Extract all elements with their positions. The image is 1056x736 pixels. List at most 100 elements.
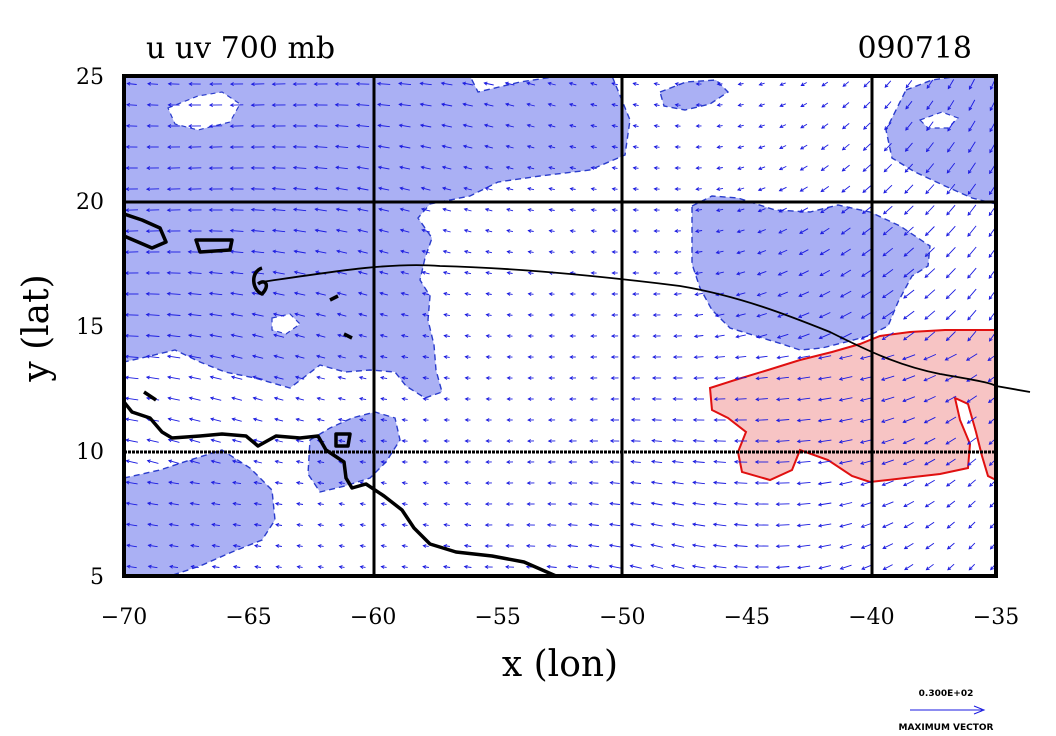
wind-vector [484, 124, 494, 128]
wind-vector-head [905, 126, 909, 131]
wind-vector-head [569, 313, 574, 317]
wind-vector [778, 249, 788, 255]
wind-vector-head [485, 397, 490, 401]
wind-vector-head [611, 250, 616, 254]
wind-vector [738, 145, 744, 149]
wind-vector [336, 187, 348, 191]
wind-vector-head [569, 187, 574, 191]
wind-vector-head [187, 291, 192, 296]
wind-vector-head [862, 189, 867, 194]
wind-vector-head [840, 251, 845, 256]
wind-vector [378, 145, 390, 149]
wind-vector-head [989, 524, 994, 529]
wind-vector-head [338, 438, 343, 443]
wind-vector-head [317, 523, 322, 527]
wind-vector [776, 419, 790, 421]
wind-vector-head [629, 522, 634, 527]
wind-vector [212, 544, 220, 548]
wind-vector [336, 166, 348, 170]
wind-vector [209, 271, 223, 275]
wind-vector-head [651, 397, 656, 401]
wind-vector-head [568, 397, 573, 401]
wind-vector [924, 416, 936, 424]
wind-vector-head [924, 316, 929, 320]
wind-vector-head [250, 166, 255, 170]
wind-vector-head [712, 480, 717, 485]
wind-vector-head [422, 355, 427, 359]
wind-vector [692, 523, 706, 527]
wind-vector-head [443, 334, 448, 338]
wind-vector [674, 314, 682, 316]
wind-vector-head [775, 460, 780, 465]
wind-vector-head [547, 502, 552, 506]
wind-vector-head [778, 187, 783, 192]
wind-vector-head [967, 190, 972, 195]
wind-vector [821, 123, 829, 129]
wind-vector [737, 250, 745, 254]
wind-vector-head [314, 186, 319, 191]
wind-vector-head [695, 145, 700, 149]
wind-vector [967, 267, 977, 279]
wind-vector [126, 439, 138, 443]
wind-vector-head [967, 253, 971, 258]
wind-vector-head [817, 460, 822, 465]
wind-vector-head [945, 295, 950, 300]
wind-vector [882, 543, 894, 549]
wind-vector-head [296, 523, 301, 527]
wind-vector [253, 439, 263, 443]
wind-vector-head [692, 418, 697, 422]
wind-vector-head [755, 355, 760, 360]
wind-vector-head [838, 418, 843, 423]
wind-vector-head [422, 460, 427, 464]
wind-vector [464, 250, 472, 254]
wind-vector-head [671, 522, 676, 527]
wind-vector [252, 355, 264, 359]
wind-vector [422, 313, 430, 317]
wind-vector-head [735, 313, 740, 318]
wind-vector-head [924, 253, 929, 258]
wind-vector-head [884, 126, 888, 131]
wind-vector [253, 418, 263, 422]
wind-vector [758, 187, 766, 191]
wind-vector-head [292, 82, 297, 86]
wind-vector [756, 398, 768, 400]
wind-vector-head [947, 85, 952, 90]
wind-vector-head [380, 460, 385, 464]
plot-date: 090718 [857, 31, 972, 66]
wind-vector-head [863, 125, 868, 130]
wind-vector [254, 481, 262, 485]
wind-vector-head [716, 103, 721, 107]
wind-vector-head [988, 337, 993, 342]
wind-vector-head [674, 145, 679, 149]
wind-vector-head [842, 83, 847, 87]
wind-vector [609, 565, 621, 569]
wind-vector-head [229, 166, 234, 170]
wind-vector-head [818, 314, 823, 319]
wind-vector-head [653, 250, 658, 254]
wind-vector-head [335, 186, 340, 191]
wind-vector-head [818, 335, 823, 340]
wind-vector-head [945, 440, 950, 445]
wind-vector [296, 503, 304, 505]
wind-vector-head [611, 124, 616, 128]
wind-vector [968, 141, 976, 153]
wind-vector-head [292, 165, 297, 170]
wind-vector-head [859, 461, 865, 465]
wind-vector-head [526, 102, 531, 107]
wind-vector-head [443, 291, 448, 296]
wind-vector-head [923, 377, 928, 382]
wind-vector-head [629, 543, 634, 548]
wind-vector-head [568, 439, 573, 443]
wind-vector-head [716, 166, 721, 170]
wind-vector [924, 310, 936, 320]
wind-vector [798, 333, 810, 339]
wind-vector-head [693, 397, 698, 401]
wind-vector-head [230, 354, 235, 359]
wind-vector-head [650, 522, 655, 527]
wind-vector-head [925, 148, 930, 153]
wind-vector [380, 376, 388, 380]
wind-vector-head [251, 312, 256, 317]
wind-vector-head [421, 228, 426, 233]
wind-vector [317, 397, 325, 401]
wind-vector [779, 207, 787, 213]
